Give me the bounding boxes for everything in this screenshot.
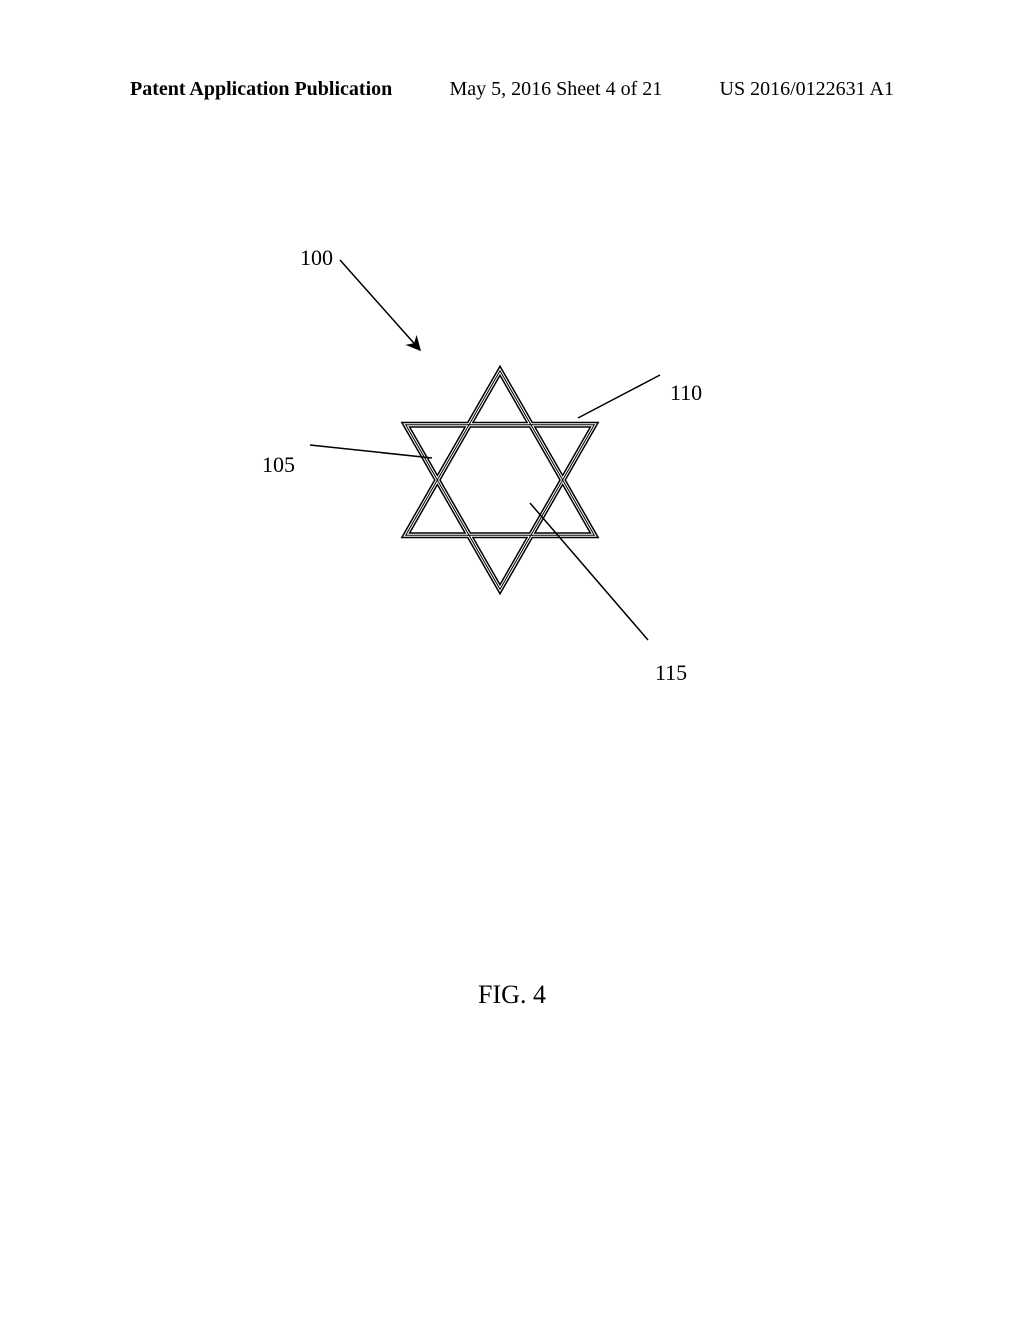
figure-svg	[0, 200, 1024, 720]
header-left: Patent Application Publication	[130, 78, 392, 101]
figure-caption: FIG. 4	[0, 980, 1024, 1010]
header-right: US 2016/0122631 A1	[720, 78, 894, 101]
ref-label-105: 105	[262, 452, 295, 478]
ref-label-100: 100	[300, 245, 333, 271]
header-center: May 5, 2016 Sheet 4 of 21	[450, 78, 663, 101]
ref-label-110: 110	[670, 380, 702, 406]
figure-4: 100 105 110 115	[0, 200, 1024, 720]
page-header: Patent Application Publication May 5, 20…	[0, 78, 1024, 101]
ref-label-115: 115	[655, 660, 687, 686]
